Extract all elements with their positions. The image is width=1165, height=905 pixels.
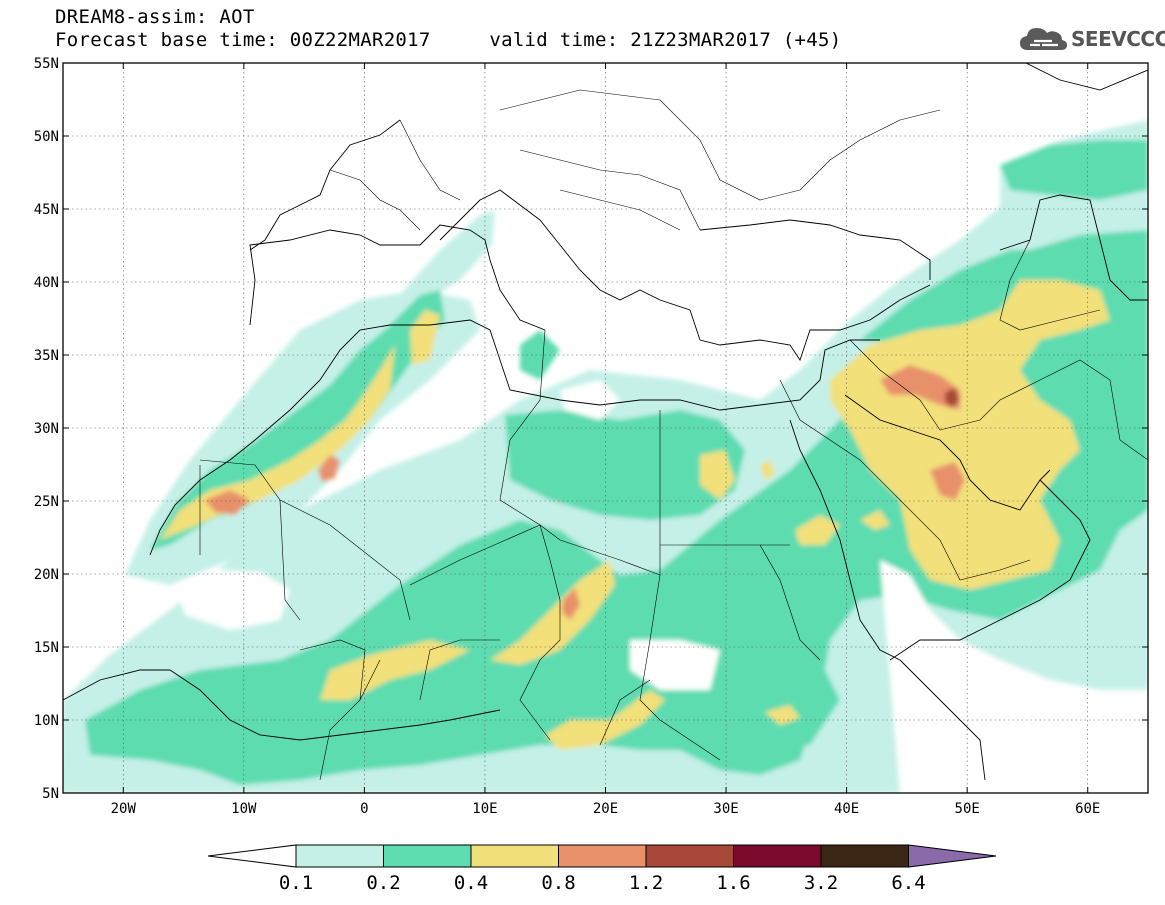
colorbar-box — [383, 844, 472, 868]
cloud-icon — [1020, 28, 1067, 50]
aot-field — [63, 63, 1148, 793]
latitude-axis: 55N 50N 45N 40N 35N 30N 25N 20N 15N 10N 5N — [34, 56, 1148, 802]
map-title: DREAM8-assim: AOT Forecast base time: 00… — [55, 6, 842, 52]
colorbar-left-arrow — [207, 844, 297, 868]
lat-label: 5N — [42, 786, 59, 802]
colorbar-label: 1.2 — [629, 872, 663, 894]
lat-label: 15N — [34, 640, 59, 656]
colorbar-label: 0.1 — [279, 872, 313, 894]
colorbar-label: 0.2 — [366, 872, 400, 894]
colorbar-box — [733, 844, 822, 868]
logo-text: SEEVCCC — [1071, 27, 1165, 51]
colorbar-right-arrow — [908, 844, 997, 868]
colorbar: 0.1 0.2 0.4 0.8 1.2 1.6 3.2 6.4 — [207, 844, 997, 894]
lat-label: 20N — [34, 567, 59, 583]
graticule — [63, 63, 1148, 793]
colorbar-box — [558, 844, 647, 868]
lat-label: 25N — [34, 494, 59, 510]
lat-label: 35N — [34, 348, 59, 364]
coastlines — [63, 63, 1148, 781]
colorbar-label: 0.8 — [541, 872, 575, 894]
lat-label: 45N — [34, 202, 59, 218]
borders — [199, 89, 1148, 781]
title-times: Forecast base time: 00Z22MAR2017 valid t… — [55, 29, 842, 51]
longitude-axis: 20W 10W 0 10E 20E 30E 40E 50E 60E — [111, 63, 1100, 817]
lon-label: 60E — [1075, 801, 1100, 817]
colorbar-box — [645, 844, 734, 868]
lat-label: 50N — [34, 129, 59, 145]
colorbar-box — [820, 844, 909, 868]
colorbar-box — [295, 844, 384, 868]
title-product: DREAM8-assim: AOT — [55, 6, 255, 28]
lon-label: 30E — [713, 801, 738, 817]
lon-label: 10E — [472, 801, 497, 817]
lat-label: 40N — [34, 275, 59, 291]
colorbar-label: 0.4 — [454, 872, 488, 894]
lat-label: 10N — [34, 713, 59, 729]
lon-label: 20W — [111, 801, 137, 817]
colorbar-label: 3.2 — [804, 872, 838, 894]
colorbar-label: 6.4 — [891, 872, 925, 894]
lon-label: 50E — [955, 801, 980, 817]
lon-label: 20E — [593, 801, 618, 817]
colorbar-label: 1.6 — [716, 872, 750, 894]
lon-label: 0 — [360, 801, 368, 817]
colorbar-box — [470, 844, 559, 868]
lon-label: 40E — [834, 801, 859, 817]
lat-label: 55N — [34, 56, 59, 72]
seevccc-logo: SEEVCCC — [1018, 22, 1165, 56]
lat-label: 30N — [34, 421, 59, 437]
lon-label: 10W — [231, 801, 257, 817]
